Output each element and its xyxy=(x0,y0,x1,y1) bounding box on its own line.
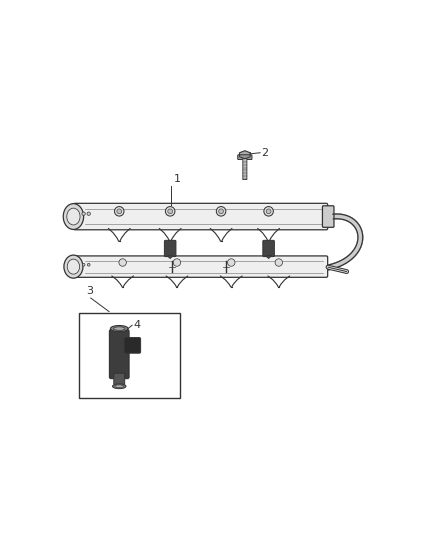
Circle shape xyxy=(119,259,127,266)
Ellipse shape xyxy=(115,385,124,387)
Text: 2: 2 xyxy=(261,148,268,158)
Polygon shape xyxy=(240,151,250,159)
Polygon shape xyxy=(265,256,272,259)
Ellipse shape xyxy=(110,326,128,332)
Circle shape xyxy=(82,212,85,215)
Polygon shape xyxy=(167,256,173,259)
Text: 3: 3 xyxy=(87,286,94,296)
Circle shape xyxy=(219,209,223,214)
FancyBboxPatch shape xyxy=(124,337,141,353)
FancyBboxPatch shape xyxy=(114,373,125,385)
FancyBboxPatch shape xyxy=(243,158,247,180)
Circle shape xyxy=(168,209,173,214)
Circle shape xyxy=(82,263,85,266)
FancyBboxPatch shape xyxy=(74,203,328,230)
Circle shape xyxy=(173,259,181,266)
Circle shape xyxy=(227,259,235,266)
FancyBboxPatch shape xyxy=(110,329,129,378)
Circle shape xyxy=(216,207,226,216)
FancyBboxPatch shape xyxy=(263,240,274,256)
Circle shape xyxy=(166,207,175,216)
Ellipse shape xyxy=(64,255,83,278)
Circle shape xyxy=(275,259,283,266)
Ellipse shape xyxy=(113,327,125,330)
Text: 1: 1 xyxy=(174,174,181,184)
Bar xyxy=(78,313,180,398)
Circle shape xyxy=(114,207,124,216)
Circle shape xyxy=(264,207,273,216)
FancyBboxPatch shape xyxy=(322,206,334,227)
Circle shape xyxy=(117,209,122,214)
Circle shape xyxy=(87,263,90,266)
Ellipse shape xyxy=(67,208,80,225)
Ellipse shape xyxy=(63,204,84,229)
Ellipse shape xyxy=(67,259,80,274)
Circle shape xyxy=(266,209,271,214)
FancyBboxPatch shape xyxy=(164,240,176,256)
Ellipse shape xyxy=(113,384,126,389)
Text: 4: 4 xyxy=(134,320,141,330)
FancyBboxPatch shape xyxy=(238,155,252,159)
Circle shape xyxy=(87,212,90,215)
FancyBboxPatch shape xyxy=(74,256,328,277)
